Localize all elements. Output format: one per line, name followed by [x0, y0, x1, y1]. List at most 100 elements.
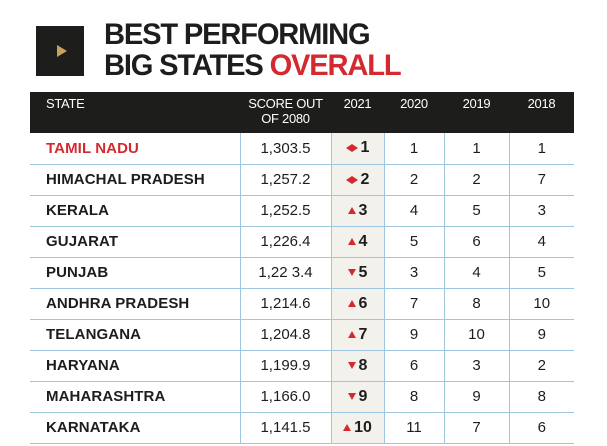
rank-2021-cell: 7 [331, 319, 385, 351]
rank-2019-cell: 4 [444, 257, 510, 289]
rank-2018-cell: 6 [509, 412, 574, 444]
rank-2019-cell: 3 [444, 350, 510, 382]
table-row: KERALA 1,252.5 3 4 5 3 [30, 195, 574, 227]
trend-up-icon [347, 207, 356, 215]
table-row: ANDHRA PRADESH 1,214.6 6 7 8 10 [30, 288, 574, 320]
rank-2020-cell: 8 [384, 381, 445, 413]
rank-2021-cell: 10 [331, 412, 385, 444]
column-header-2021: 2021 [331, 92, 384, 133]
rank-2021: 10 [354, 418, 372, 436]
table-header-row: STATE SCORE OUT OF 2080 2021 2020 2019 2… [30, 92, 574, 133]
infographic-header: BEST PERFORMING BIG STATES OVERALL [0, 0, 607, 92]
score-cell: 1,204.8 [240, 319, 332, 351]
state-name: GUJARAT [30, 226, 241, 258]
rank-2021-cell: 6 [331, 288, 385, 320]
rank-2018-cell: 1 [509, 133, 574, 165]
rank-2020-cell: 6 [384, 350, 445, 382]
trend-up-icon [347, 238, 356, 246]
table-row: HIMACHAL PRADESH 1,257.2 2 2 2 7 [30, 164, 574, 196]
trend-down-icon [347, 269, 356, 277]
state-name: TELANGANA [30, 319, 241, 351]
rank-2018-cell: 5 [509, 257, 574, 289]
table-body: TAMIL NADU 1,303.5 1 1 1 1 HIMACHAL PRADESH 1,2… [30, 133, 574, 444]
rank-2021: 9 [358, 387, 368, 405]
trend-down-icon [347, 393, 356, 401]
score-cell: 1,166.0 [240, 381, 332, 413]
title-line-1: BEST PERFORMING [104, 18, 371, 51]
state-name: KERALA [30, 195, 241, 227]
table-row: TELANGANA 1,204.8 7 9 10 9 [30, 319, 574, 351]
rank-2018-cell: 10 [509, 288, 574, 320]
state-name: HARYANA [30, 350, 241, 382]
table-row: HARYANA 1,199.9 8 6 3 2 [30, 350, 574, 382]
play-badge [36, 26, 84, 76]
state-name: ANDHRA PRADESH [30, 288, 241, 320]
score-cell: 1,141.5 [240, 412, 332, 444]
column-header-score: SCORE OUT OF 2080 [240, 92, 331, 133]
play-icon [56, 45, 67, 57]
rank-2020-cell: 11 [384, 412, 445, 444]
score-cell: 1,252.5 [240, 195, 332, 227]
trend-down-icon [347, 362, 356, 370]
rank-2021-cell: 4 [331, 226, 385, 258]
rank-2020-cell: 7 [384, 288, 445, 320]
rank-2018-cell: 7 [509, 164, 574, 196]
state-name: MAHARASHTRA [30, 381, 241, 413]
score-cell: 1,214.6 [240, 288, 332, 320]
title-line-2: BIG STATES OVERALL [104, 49, 402, 82]
state-name: HIMACHAL PRADESH [30, 164, 241, 196]
rank-2021: 7 [358, 325, 368, 343]
title-line-2-red: OVERALL [269, 49, 402, 82]
rank-2021: 5 [358, 263, 368, 281]
rank-2021-cell: 8 [331, 350, 385, 382]
rank-2020-cell: 3 [384, 257, 445, 289]
rank-2019-cell: 1 [444, 133, 510, 165]
column-header-2018: 2018 [509, 92, 574, 133]
rank-2021: 4 [358, 232, 368, 250]
rank-2021: 1 [360, 139, 370, 157]
rank-2021-cell: 9 [331, 381, 385, 413]
rank-2020-cell: 4 [384, 195, 445, 227]
trend-up-icon [347, 331, 356, 339]
score-cell: 1,199.9 [240, 350, 332, 382]
rank-2019-cell: 7 [444, 412, 510, 444]
trend-up-icon [347, 300, 356, 308]
state-name: KARNATAKA [30, 412, 241, 444]
rank-2018-cell: 4 [509, 226, 574, 258]
column-header-state: STATE [30, 92, 240, 133]
title-line-2-black: BIG STATES [104, 49, 270, 82]
column-header-2019: 2019 [444, 92, 509, 133]
column-header-2020: 2020 [384, 92, 444, 133]
trend-same-icon [345, 144, 358, 153]
score-cell: 1,226.4 [240, 226, 332, 258]
score-cell: 1,303.5 [240, 133, 332, 165]
rank-2021: 2 [360, 170, 370, 188]
rank-2018-cell: 2 [509, 350, 574, 382]
rank-2020-cell: 5 [384, 226, 445, 258]
state-name: TAMIL NADU [30, 133, 241, 165]
rank-2019-cell: 10 [444, 319, 510, 351]
infographic-title: BEST PERFORMING BIG STATES OVERALL [104, 18, 402, 82]
rank-2021-cell: 2 [331, 164, 385, 196]
rank-2018-cell: 3 [509, 195, 574, 227]
table-row: TAMIL NADU 1,303.5 1 1 1 1 [30, 133, 574, 165]
state-name: PUNJAB [30, 257, 241, 289]
trend-same-icon [345, 175, 358, 184]
rank-2020-cell: 2 [384, 164, 445, 196]
score-cell: 1,22 3.4 [240, 257, 332, 289]
rank-2021: 6 [358, 294, 368, 312]
table-row: GUJARAT 1,226.4 4 5 6 4 [30, 226, 574, 258]
trend-up-icon [343, 424, 352, 432]
rank-2021: 8 [358, 356, 368, 374]
rank-2021: 3 [358, 201, 368, 219]
rank-2020-cell: 1 [384, 133, 445, 165]
rank-2019-cell: 5 [444, 195, 510, 227]
rank-2020-cell: 9 [384, 319, 445, 351]
rank-2019-cell: 8 [444, 288, 510, 320]
rank-2019-cell: 2 [444, 164, 510, 196]
table-row: MAHARASHTRA 1,166.0 9 8 9 8 [30, 381, 574, 413]
table-row: KARNATAKA 1,141.5 10 11 7 6 [30, 412, 574, 444]
rankings-table: STATE SCORE OUT OF 2080 2021 2020 2019 2… [30, 92, 574, 444]
score-cell: 1,257.2 [240, 164, 332, 196]
rank-2021-cell: 5 [331, 257, 385, 289]
